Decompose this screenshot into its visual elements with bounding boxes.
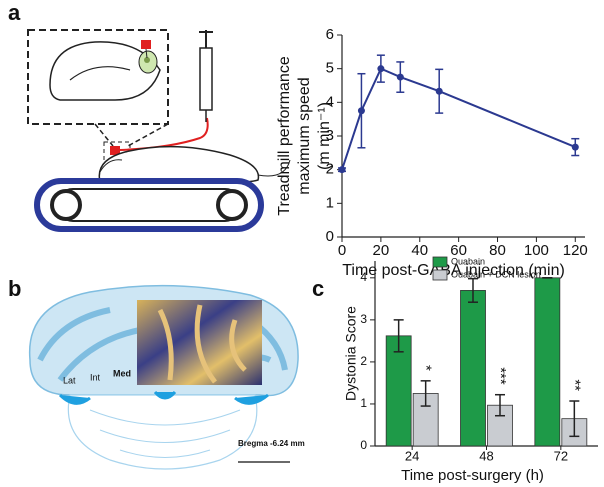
y-tick-label: 0 bbox=[326, 228, 334, 245]
y-tick-label: 0 bbox=[360, 438, 367, 452]
x-tick-label: 120 bbox=[563, 242, 588, 259]
y-tick-label: 4 bbox=[360, 270, 367, 284]
y-tick-label: 1 bbox=[326, 194, 334, 211]
brain-label: Med bbox=[113, 368, 131, 378]
brain-label: Int bbox=[90, 372, 101, 382]
bar bbox=[534, 277, 561, 447]
y-tick-label: 1 bbox=[360, 396, 367, 410]
panel-label: c bbox=[312, 276, 324, 301]
y-tick-label: 5 bbox=[326, 60, 334, 77]
y-tick-label: 3 bbox=[360, 312, 367, 326]
scale-label: Bregma -6.24 mm bbox=[238, 439, 305, 448]
x-tick-label: 100 bbox=[524, 242, 549, 259]
y-tick-label: 2 bbox=[326, 161, 334, 178]
data-line bbox=[341, 67, 576, 170]
treadmill-illustration bbox=[27, 29, 291, 232]
legend-label: Ouabain + DCN lesion bbox=[451, 269, 541, 279]
data-point bbox=[396, 73, 404, 81]
y-axis-label: Treadmill performance bbox=[276, 56, 293, 216]
y-tick-label: 6 bbox=[326, 26, 334, 43]
x-tick-label: 60 bbox=[450, 242, 467, 259]
y-tick-label: 4 bbox=[326, 93, 334, 110]
data-point bbox=[435, 87, 443, 95]
x-tick-label: 24 bbox=[405, 448, 419, 463]
data-point bbox=[338, 166, 346, 174]
bar bbox=[385, 335, 412, 447]
x-axis-label: Time post-surgery (h) bbox=[401, 467, 544, 484]
legend-label: Ouabain bbox=[451, 256, 485, 266]
y-axis-label: Dystonia Score bbox=[343, 306, 359, 401]
panel-label: b bbox=[8, 276, 21, 301]
y-tick-label: 2 bbox=[360, 354, 367, 368]
x-tick-label: 20 bbox=[373, 242, 390, 259]
y-axis-label: maximum speed bbox=[296, 77, 313, 194]
x-tick-label: 72 bbox=[554, 448, 568, 463]
x-tick-label: 40 bbox=[411, 242, 428, 259]
x-axis-label: Time post-GABA injection (min) bbox=[342, 262, 565, 279]
brain-label: Lat bbox=[63, 375, 76, 385]
brain-section bbox=[28, 284, 299, 470]
significance: * bbox=[418, 365, 435, 371]
data-point bbox=[571, 143, 579, 151]
data-point bbox=[357, 107, 365, 115]
bar bbox=[460, 290, 486, 447]
x-tick-label: 80 bbox=[489, 242, 506, 259]
y-axis-label: (m min⁻¹) bbox=[316, 102, 333, 170]
y-tick-label: 3 bbox=[326, 127, 334, 144]
x-tick-label: 48 bbox=[479, 448, 493, 463]
legend-swatch bbox=[432, 256, 448, 268]
data-point bbox=[377, 65, 385, 73]
significance: ** bbox=[566, 379, 583, 391]
panel-label: a bbox=[8, 0, 21, 25]
legend-swatch bbox=[432, 269, 448, 281]
x-tick-label: 0 bbox=[338, 242, 346, 259]
significance: *** bbox=[492, 367, 509, 385]
